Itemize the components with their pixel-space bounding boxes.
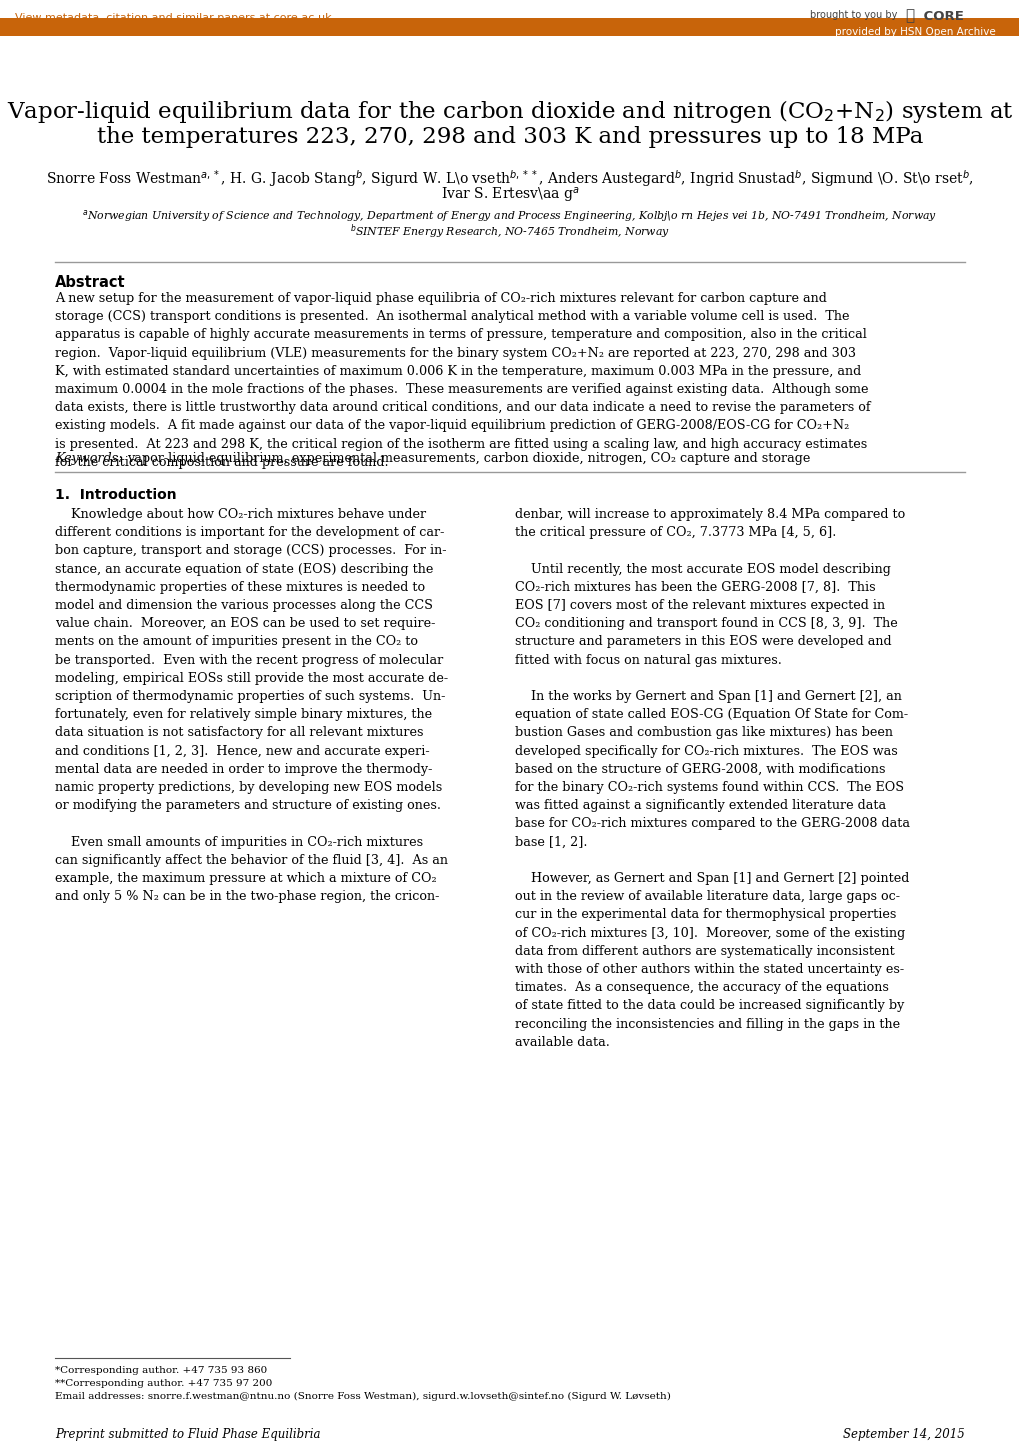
Text: Knowledge about how CO₂-rich mixtures behave under
different conditions is impor: Knowledge about how CO₂-rich mixtures be…: [55, 508, 447, 903]
Text: brought to you by: brought to you by: [809, 10, 897, 20]
Text: vapor-liquid equilibrium, experimental measurements, carbon dioxide, nitrogen, C: vapor-liquid equilibrium, experimental m…: [127, 451, 809, 464]
Text: Snorre Foss Westman$^{a,*}$, H. G. Jacob Stang$^{b}$, Sigurd W. L\o vseth$^{b,**: Snorre Foss Westman$^{a,*}$, H. G. Jacob…: [46, 169, 973, 189]
Text: $^{b}$SINTEF Energy Research, NO-7465 Trondheim, Norway: $^{b}$SINTEF Energy Research, NO-7465 Tr…: [350, 222, 669, 241]
Text: the temperatures 223, 270, 298 and 303 K and pressures up to 18 MPa: the temperatures 223, 270, 298 and 303 K…: [97, 125, 922, 149]
Text: Preprint submitted to Fluid Phase Equilibria: Preprint submitted to Fluid Phase Equili…: [55, 1428, 320, 1441]
Text: CORE: CORE: [918, 10, 963, 23]
Text: Keywords:: Keywords:: [55, 451, 122, 464]
Text: **Corresponding author. +47 735 97 200: **Corresponding author. +47 735 97 200: [55, 1379, 272, 1389]
Text: denbar, will increase to approximately 8.4 MPa compared to
the critical pressure: denbar, will increase to approximately 8…: [515, 508, 909, 1048]
Text: September 14, 2015: September 14, 2015: [843, 1428, 964, 1441]
Text: $^{a}$Norwegian University of Science and Technology, Department of Energy and P: $^{a}$Norwegian University of Science an…: [83, 208, 936, 224]
Text: 1.  Introduction: 1. Introduction: [55, 487, 176, 502]
Text: Email addresses: snorre.f.westman@ntnu.no (Snorre Foss Westman), sigurd.w.lovset: Email addresses: snorre.f.westman@ntnu.n…: [55, 1392, 671, 1402]
Text: Ivar S. Ertesv\aa g$^{a}$: Ivar S. Ertesv\aa g$^{a}$: [440, 186, 579, 205]
Text: provided by HSN Open Archive: provided by HSN Open Archive: [835, 27, 995, 37]
Text: Abstract: Abstract: [55, 275, 125, 290]
Text: Ⓞ: Ⓞ: [904, 9, 913, 23]
Text: Vapor-liquid equilibrium data for the carbon dioxide and nitrogen (CO$_2$+N$_2$): Vapor-liquid equilibrium data for the ca…: [7, 98, 1012, 125]
Text: View metadata, citation and similar papers at core.ac.uk: View metadata, citation and similar pape…: [15, 13, 331, 23]
Text: A new setup for the measurement of vapor-liquid phase equilibria of CO₂-rich mix: A new setup for the measurement of vapor…: [55, 291, 870, 469]
Text: *Corresponding author. +47 735 93 860: *Corresponding author. +47 735 93 860: [55, 1366, 267, 1376]
Bar: [0, 17, 1019, 36]
